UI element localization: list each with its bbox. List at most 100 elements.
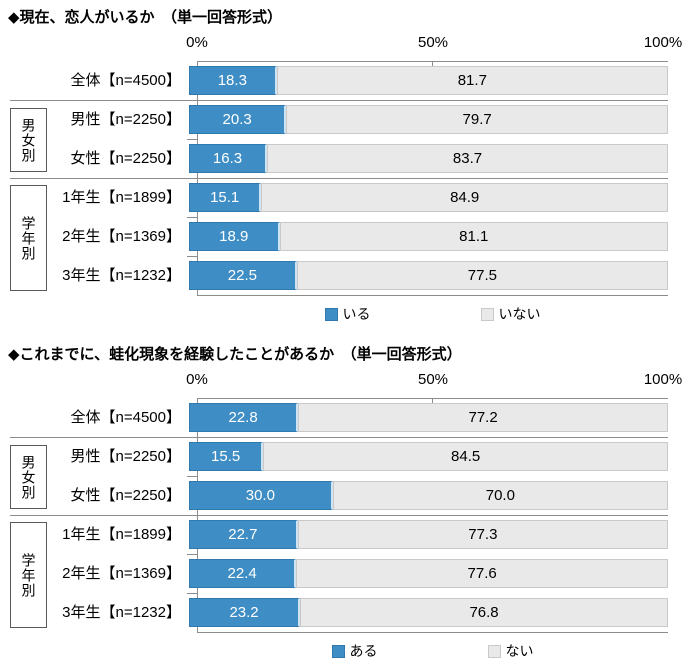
- group-label-text: 学年別: [20, 215, 37, 261]
- bar-value: 83.7: [452, 150, 483, 167]
- stacked-bar: 20.3 79.7: [189, 105, 668, 134]
- row-tick: [187, 139, 197, 140]
- bar-segment-no: 79.7: [286, 105, 668, 134]
- legend-label: ない: [505, 643, 534, 659]
- row-tick: [187, 476, 197, 477]
- bar-row: 3年生【n=1232】 23.2 76.8: [0, 598, 668, 627]
- bar-value: 22.7: [228, 526, 258, 543]
- group-label-text: 男女別: [20, 454, 37, 500]
- row-label: 女性【n=2250】: [70, 487, 181, 504]
- bar-value: 77.2: [468, 409, 498, 426]
- bar-segment-yes: 18.3: [189, 66, 277, 95]
- bar-segment-yes: 22.4: [189, 559, 297, 588]
- bar-segment-yes: 23.2: [189, 598, 301, 627]
- bar-segment-yes: 22.8: [189, 403, 299, 432]
- group-separator: [10, 437, 668, 438]
- row-tick: [187, 593, 197, 594]
- bar-row: 全体【n=4500】 22.8 77.2: [0, 403, 668, 432]
- legend-label: いない: [498, 306, 541, 322]
- stacked-bar: 22.4 77.6: [189, 559, 668, 588]
- group-label-grade: 学年別: [10, 522, 47, 628]
- group-separator: [10, 178, 668, 179]
- bar-row: 全体【n=4500】 18.3 81.7: [0, 66, 668, 95]
- row-label: 全体【n=4500】: [70, 72, 181, 89]
- stacked-bar: 18.3 81.7: [189, 66, 668, 95]
- legend-item-yes: いる: [324, 304, 371, 324]
- stacked-bar: 22.5 77.5: [189, 261, 668, 290]
- bar-value: 77.6: [467, 565, 497, 582]
- plot-bottom-border: [197, 295, 668, 296]
- bar-value: 16.3: [212, 150, 243, 167]
- bar-value: 76.8: [469, 604, 499, 621]
- axis-tick-mark-50: [432, 61, 433, 67]
- row-label: 1年生【n=1899】: [62, 526, 181, 543]
- group-label-text: 男女別: [20, 117, 37, 163]
- legend-label: ある: [349, 643, 378, 659]
- row-tick: [187, 554, 197, 555]
- bar-segment-yes: 16.3: [189, 144, 268, 173]
- legend: いる いない: [197, 304, 668, 324]
- legend-item-no: ない: [487, 641, 534, 661]
- bar-value: 20.3: [222, 111, 252, 128]
- bar-value: 22.5: [227, 267, 257, 284]
- chart-title: ◆これまでに、蛙化現象を経験したことがあるか （単一回答形式）: [8, 346, 462, 363]
- legend-swatch-no: [487, 644, 501, 658]
- bar-value: 15.5: [211, 448, 241, 465]
- group-label-grade: 学年別: [10, 185, 47, 291]
- legend-item-yes: ある: [331, 641, 378, 661]
- bar-rows: 全体【n=4500】 18.3 81.7 男性【n=2250】 20.3 79.…: [0, 61, 668, 295]
- group-separator: [10, 515, 668, 516]
- bar-segment-no: 76.8: [300, 598, 668, 627]
- bar-value: 81.7: [457, 72, 487, 89]
- bar-row: 女性【n=2250】 16.3 83.7: [0, 144, 668, 173]
- bar-value: 84.5: [451, 448, 481, 465]
- axis-tick-mark-50: [432, 398, 433, 404]
- group-label-gender: 男女別: [10, 108, 47, 172]
- bar-segment-no: 77.3: [297, 520, 668, 549]
- bar-row: 2年生【n=1369】 22.4 77.6: [0, 559, 668, 588]
- row-label: 1年生【n=1899】: [62, 189, 181, 206]
- bar-segment-yes: 22.5: [189, 261, 297, 290]
- bar-value: 22.4: [227, 565, 257, 582]
- stacked-bar: 16.3 83.7: [189, 144, 668, 173]
- bar-value: 30.0: [245, 487, 275, 504]
- legend-label: いる: [342, 306, 371, 322]
- row-label: 男性【n=2250】: [70, 448, 181, 465]
- bar-segment-no: 77.6: [296, 559, 668, 588]
- axis-tick-100: 100%: [643, 371, 683, 388]
- bar-row: 2年生【n=1369】 18.9 81.1: [0, 222, 668, 251]
- legend-swatch-yes: [324, 307, 338, 321]
- legend-item-no: いない: [480, 304, 541, 324]
- bar-row: 男性【n=2250】 15.5 84.5: [0, 442, 668, 471]
- row-tick: [187, 256, 197, 257]
- bar-segment-no: 70.0: [332, 481, 668, 510]
- chart-title: ◆現在、恋人がいるか （単一回答形式）: [8, 9, 283, 26]
- bar-segment-no: 84.5: [263, 442, 668, 471]
- bar-value: 18.3: [217, 72, 247, 89]
- bar-segment-no: 81.1: [279, 222, 668, 251]
- bar-row: 1年生【n=1899】 15.1 84.9: [0, 183, 668, 212]
- bar-segment-no: 81.7: [276, 66, 668, 95]
- group-separator: [10, 100, 668, 101]
- x-axis: 0% 50% 100%: [0, 371, 700, 391]
- bar-segment-yes: 15.5: [189, 442, 264, 471]
- bar-value: 77.3: [468, 526, 498, 543]
- axis-tick-50: 50%: [417, 34, 449, 51]
- bar-row: 3年生【n=1232】 22.5 77.5: [0, 261, 668, 290]
- bar-segment-no: 77.5: [296, 261, 668, 290]
- chart-lover-question: ◆現在、恋人がいるか （単一回答形式） 0% 50% 100% 全体【n=450…: [0, 9, 682, 324]
- row-label: 3年生【n=1232】: [62, 267, 181, 284]
- axis-tick-0: 0%: [186, 34, 208, 51]
- row-label: 全体【n=4500】: [70, 409, 181, 426]
- row-label: 女性【n=2250】: [70, 150, 181, 167]
- legend: ある ない: [197, 641, 668, 661]
- bar-row: 1年生【n=1899】 22.7 77.3: [0, 520, 668, 549]
- axis-tick-0: 0%: [186, 371, 208, 388]
- bar-value: 81.1: [459, 228, 489, 245]
- bar-segment-no: 84.9: [261, 183, 668, 212]
- bar-segment-yes: 15.1: [189, 183, 262, 212]
- stacked-bar: 30.0 70.0: [189, 481, 668, 510]
- legend-swatch-yes: [331, 644, 345, 658]
- row-tick: [187, 217, 197, 218]
- legend-swatch-no: [480, 307, 494, 321]
